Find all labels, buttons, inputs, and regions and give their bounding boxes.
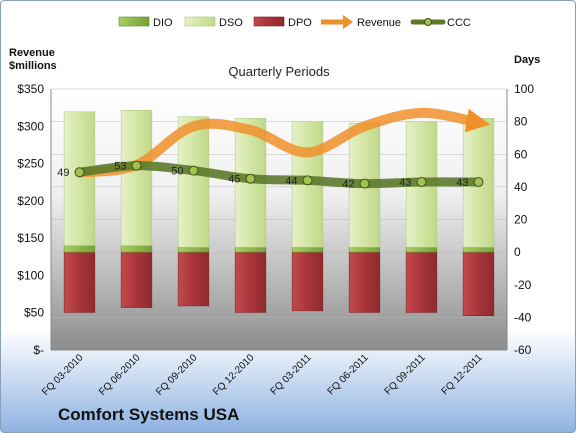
dio-bar: [234, 246, 267, 253]
legend-swatch-head: [343, 15, 353, 29]
dso-bar: [177, 116, 210, 248]
right-tick-label: 0: [514, 245, 521, 259]
category-tick-label: FQ 03-2011: [269, 352, 314, 397]
ccc-point: [188, 165, 199, 176]
right-tick-label: 80: [514, 115, 528, 129]
right-tick-label: -40: [514, 310, 532, 324]
lines: 49 53 50 45 44 42 43 43: [57, 107, 491, 191]
category-tick-label: FQ 09-2010: [154, 352, 200, 398]
dpo-bar: [291, 251, 324, 312]
left-axis-title: Revenue $millions: [9, 47, 57, 73]
dio-bar: [177, 246, 210, 253]
left-tick-label: $150: [17, 231, 44, 245]
ccc-point: [416, 176, 427, 187]
legend-label: DSO: [219, 17, 243, 29]
category-tick-label: FQ 12-2010: [211, 352, 257, 398]
legend-swatch: [253, 16, 285, 27]
legend-label: DPO: [288, 17, 312, 29]
right-axis-title: Days: [514, 54, 541, 66]
ccc-point: [74, 167, 85, 178]
legend-label: CCC: [447, 17, 471, 29]
ccc-data-label: 43: [399, 177, 411, 189]
right-tick-label: 100: [514, 82, 534, 96]
dso-bar: [120, 109, 153, 246]
legend-item-ccc: CCC: [410, 17, 471, 29]
ccc-point: [302, 175, 313, 186]
ccc-point: [131, 160, 142, 171]
company-name: Comfort Systems USA: [58, 405, 240, 424]
legend: DIO DSO DPO Revenue CCC: [118, 15, 471, 29]
legend-swatch-marker: [424, 18, 432, 26]
legend-item-dso: DSO: [184, 16, 243, 29]
left-tick-label: $200: [17, 194, 44, 208]
left-tick-label: $250: [17, 157, 44, 171]
right-tick-label: -60: [514, 343, 532, 357]
left-tick-label: $350: [17, 82, 44, 96]
ccc-point: [245, 173, 256, 184]
dso-bar: [63, 111, 96, 246]
category-tick-label: FQ 09-2011: [383, 352, 428, 397]
legend-item-revenue: Revenue: [321, 15, 401, 29]
right-tick-label: -20: [514, 278, 532, 292]
category-tick-label: FQ 12-2011: [440, 352, 485, 397]
category-tick-label: FQ 06-2010: [97, 352, 143, 398]
dpo-bar: [120, 251, 153, 308]
chart-title: Quarterly Periods: [228, 64, 330, 79]
right-tick-label: 40: [514, 180, 528, 194]
ccc-data-label: 42: [342, 179, 354, 191]
dpo-bar: [234, 251, 267, 313]
legend-item-dpo: DPO: [253, 16, 312, 29]
dio-bar: [120, 245, 153, 253]
left-tick-label: $300: [17, 119, 44, 133]
revenue-line: [74, 107, 491, 178]
dpo-bar: [405, 251, 438, 313]
dpo-bar: [462, 251, 495, 316]
ccc-data-label: 45: [228, 174, 240, 186]
dpo-bar: [348, 251, 381, 313]
ccc-point: [359, 178, 370, 189]
category-tick-label: FQ 03-2010: [40, 352, 86, 398]
legend-label: Revenue: [357, 17, 401, 29]
dpo-bar: [177, 251, 210, 307]
left-tick-label: $50: [24, 306, 44, 320]
left-tick-label: $100: [17, 268, 44, 282]
right-tick-label: 60: [514, 147, 528, 161]
dio-bar: [291, 246, 324, 253]
dio-bar: [462, 246, 495, 253]
left-tick-label: $-: [33, 343, 44, 357]
ccc-data-label: 44: [285, 175, 297, 187]
category-tick-label: FQ 06-2011: [326, 352, 371, 397]
ccc-point: [473, 176, 484, 187]
dio-bar: [405, 246, 438, 253]
dpo-bar: [63, 251, 96, 313]
legend-label: DIO: [153, 17, 173, 29]
legend-item-dio: DIO: [118, 16, 173, 29]
dio-bar: [348, 246, 381, 253]
legend-swatch: [118, 16, 150, 27]
left-axis-title-line1: Revenue: [9, 47, 55, 59]
ccc-data-label: 53: [114, 161, 126, 173]
right-tick-label: 20: [514, 213, 528, 227]
dio-bar: [63, 245, 96, 253]
ccc-data-label: 50: [171, 166, 183, 178]
ccc-data-label: 49: [57, 167, 69, 179]
left-axis-title-line2: $millions: [9, 60, 57, 72]
legend-swatch: [184, 16, 216, 27]
ccc-data-label: 43: [456, 177, 468, 189]
